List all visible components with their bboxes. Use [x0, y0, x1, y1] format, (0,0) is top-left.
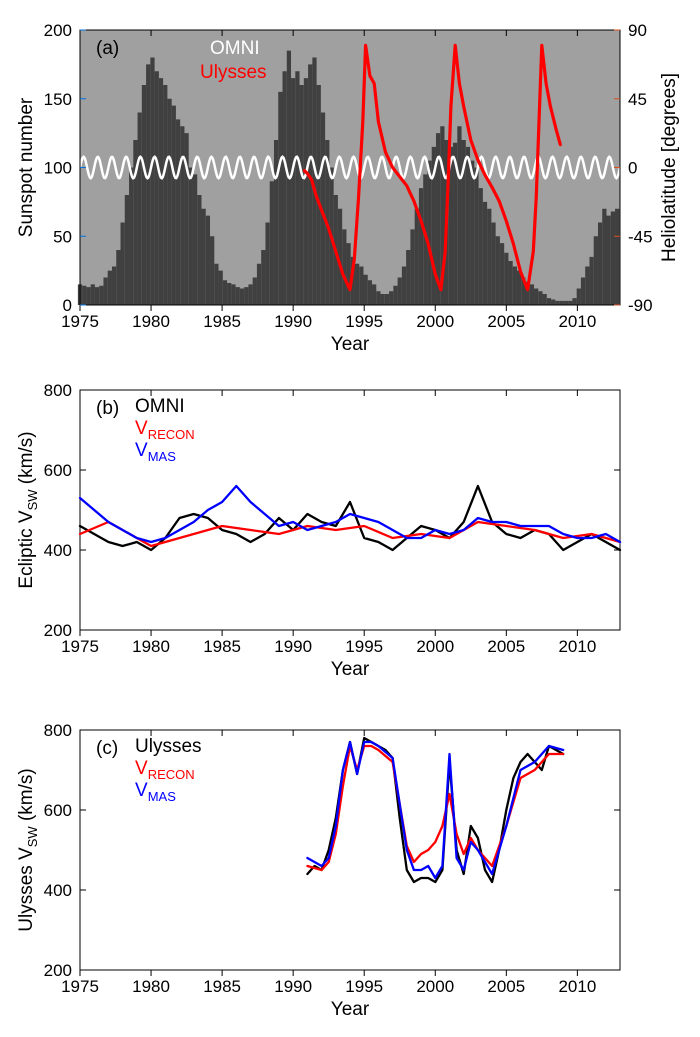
svg-text:1985: 1985: [203, 637, 241, 656]
svg-text:Year: Year: [331, 334, 370, 355]
svg-text:2005: 2005: [487, 637, 525, 656]
svg-text:Ulysses: Ulysses: [135, 736, 202, 757]
svg-text:1995: 1995: [345, 977, 383, 996]
svg-text:OMNI: OMNI: [210, 38, 260, 59]
svg-text:OMNI: OMNI: [135, 396, 185, 417]
svg-text:800: 800: [44, 381, 72, 400]
svg-text:1995: 1995: [345, 637, 383, 656]
svg-text:0: 0: [628, 159, 637, 178]
svg-text:(b): (b): [96, 398, 119, 419]
svg-text:2005: 2005: [487, 312, 525, 331]
svg-text:50: 50: [53, 227, 72, 246]
svg-text:1990: 1990: [274, 977, 312, 996]
svg-text:1980: 1980: [132, 637, 170, 656]
svg-text:200: 200: [44, 961, 72, 980]
svg-text:0: 0: [63, 296, 72, 315]
svg-text:1985: 1985: [203, 312, 241, 331]
svg-text:1995: 1995: [345, 312, 383, 331]
svg-text:1990: 1990: [274, 312, 312, 331]
svg-text:2010: 2010: [558, 312, 596, 331]
svg-text:1985: 1985: [203, 977, 241, 996]
svg-text:-90: -90: [628, 296, 653, 315]
svg-text:2005: 2005: [487, 977, 525, 996]
svg-text:2000: 2000: [416, 977, 454, 996]
svg-text:1990: 1990: [274, 637, 312, 656]
svg-text:800: 800: [44, 721, 72, 740]
panel-b: 1975198019851990199520002005201020040060…: [0, 380, 700, 690]
svg-text:200: 200: [44, 21, 72, 40]
svg-text:Ecliptic VSW (km/s): Ecliptic VSW (km/s): [16, 431, 40, 588]
svg-text:2010: 2010: [558, 637, 596, 656]
svg-text:Year: Year: [331, 999, 370, 1020]
panel-a-label: (a): [96, 38, 119, 59]
svg-text:Ulysses: Ulysses: [200, 62, 267, 83]
svg-text:150: 150: [44, 90, 72, 109]
svg-text:(c): (c): [96, 738, 118, 759]
svg-text:400: 400: [44, 541, 72, 560]
panel-c: 1975198019851990199520002005201020040060…: [0, 720, 700, 1030]
svg-text:Heliolatitude [degrees]: Heliolatitude [degrees]: [659, 73, 680, 262]
svg-text:2000: 2000: [416, 312, 454, 331]
svg-text:-45: -45: [628, 227, 653, 246]
svg-text:2010: 2010: [558, 977, 596, 996]
svg-text:400: 400: [44, 881, 72, 900]
svg-text:45: 45: [628, 90, 647, 109]
svg-text:Ulysses VSW (km/s): Ulysses VSW (km/s): [16, 768, 40, 931]
panel-a: 1975198019851990199520002005201005010015…: [0, 20, 700, 365]
svg-text:1980: 1980: [132, 312, 170, 331]
svg-text:100: 100: [44, 159, 72, 178]
svg-text:2000: 2000: [416, 637, 454, 656]
svg-text:200: 200: [44, 621, 72, 640]
svg-text:Sunspot number: Sunspot number: [16, 97, 37, 237]
svg-text:Year: Year: [331, 659, 370, 680]
svg-text:90: 90: [628, 21, 647, 40]
svg-text:1980: 1980: [132, 977, 170, 996]
svg-text:600: 600: [44, 801, 72, 820]
svg-text:600: 600: [44, 461, 72, 480]
